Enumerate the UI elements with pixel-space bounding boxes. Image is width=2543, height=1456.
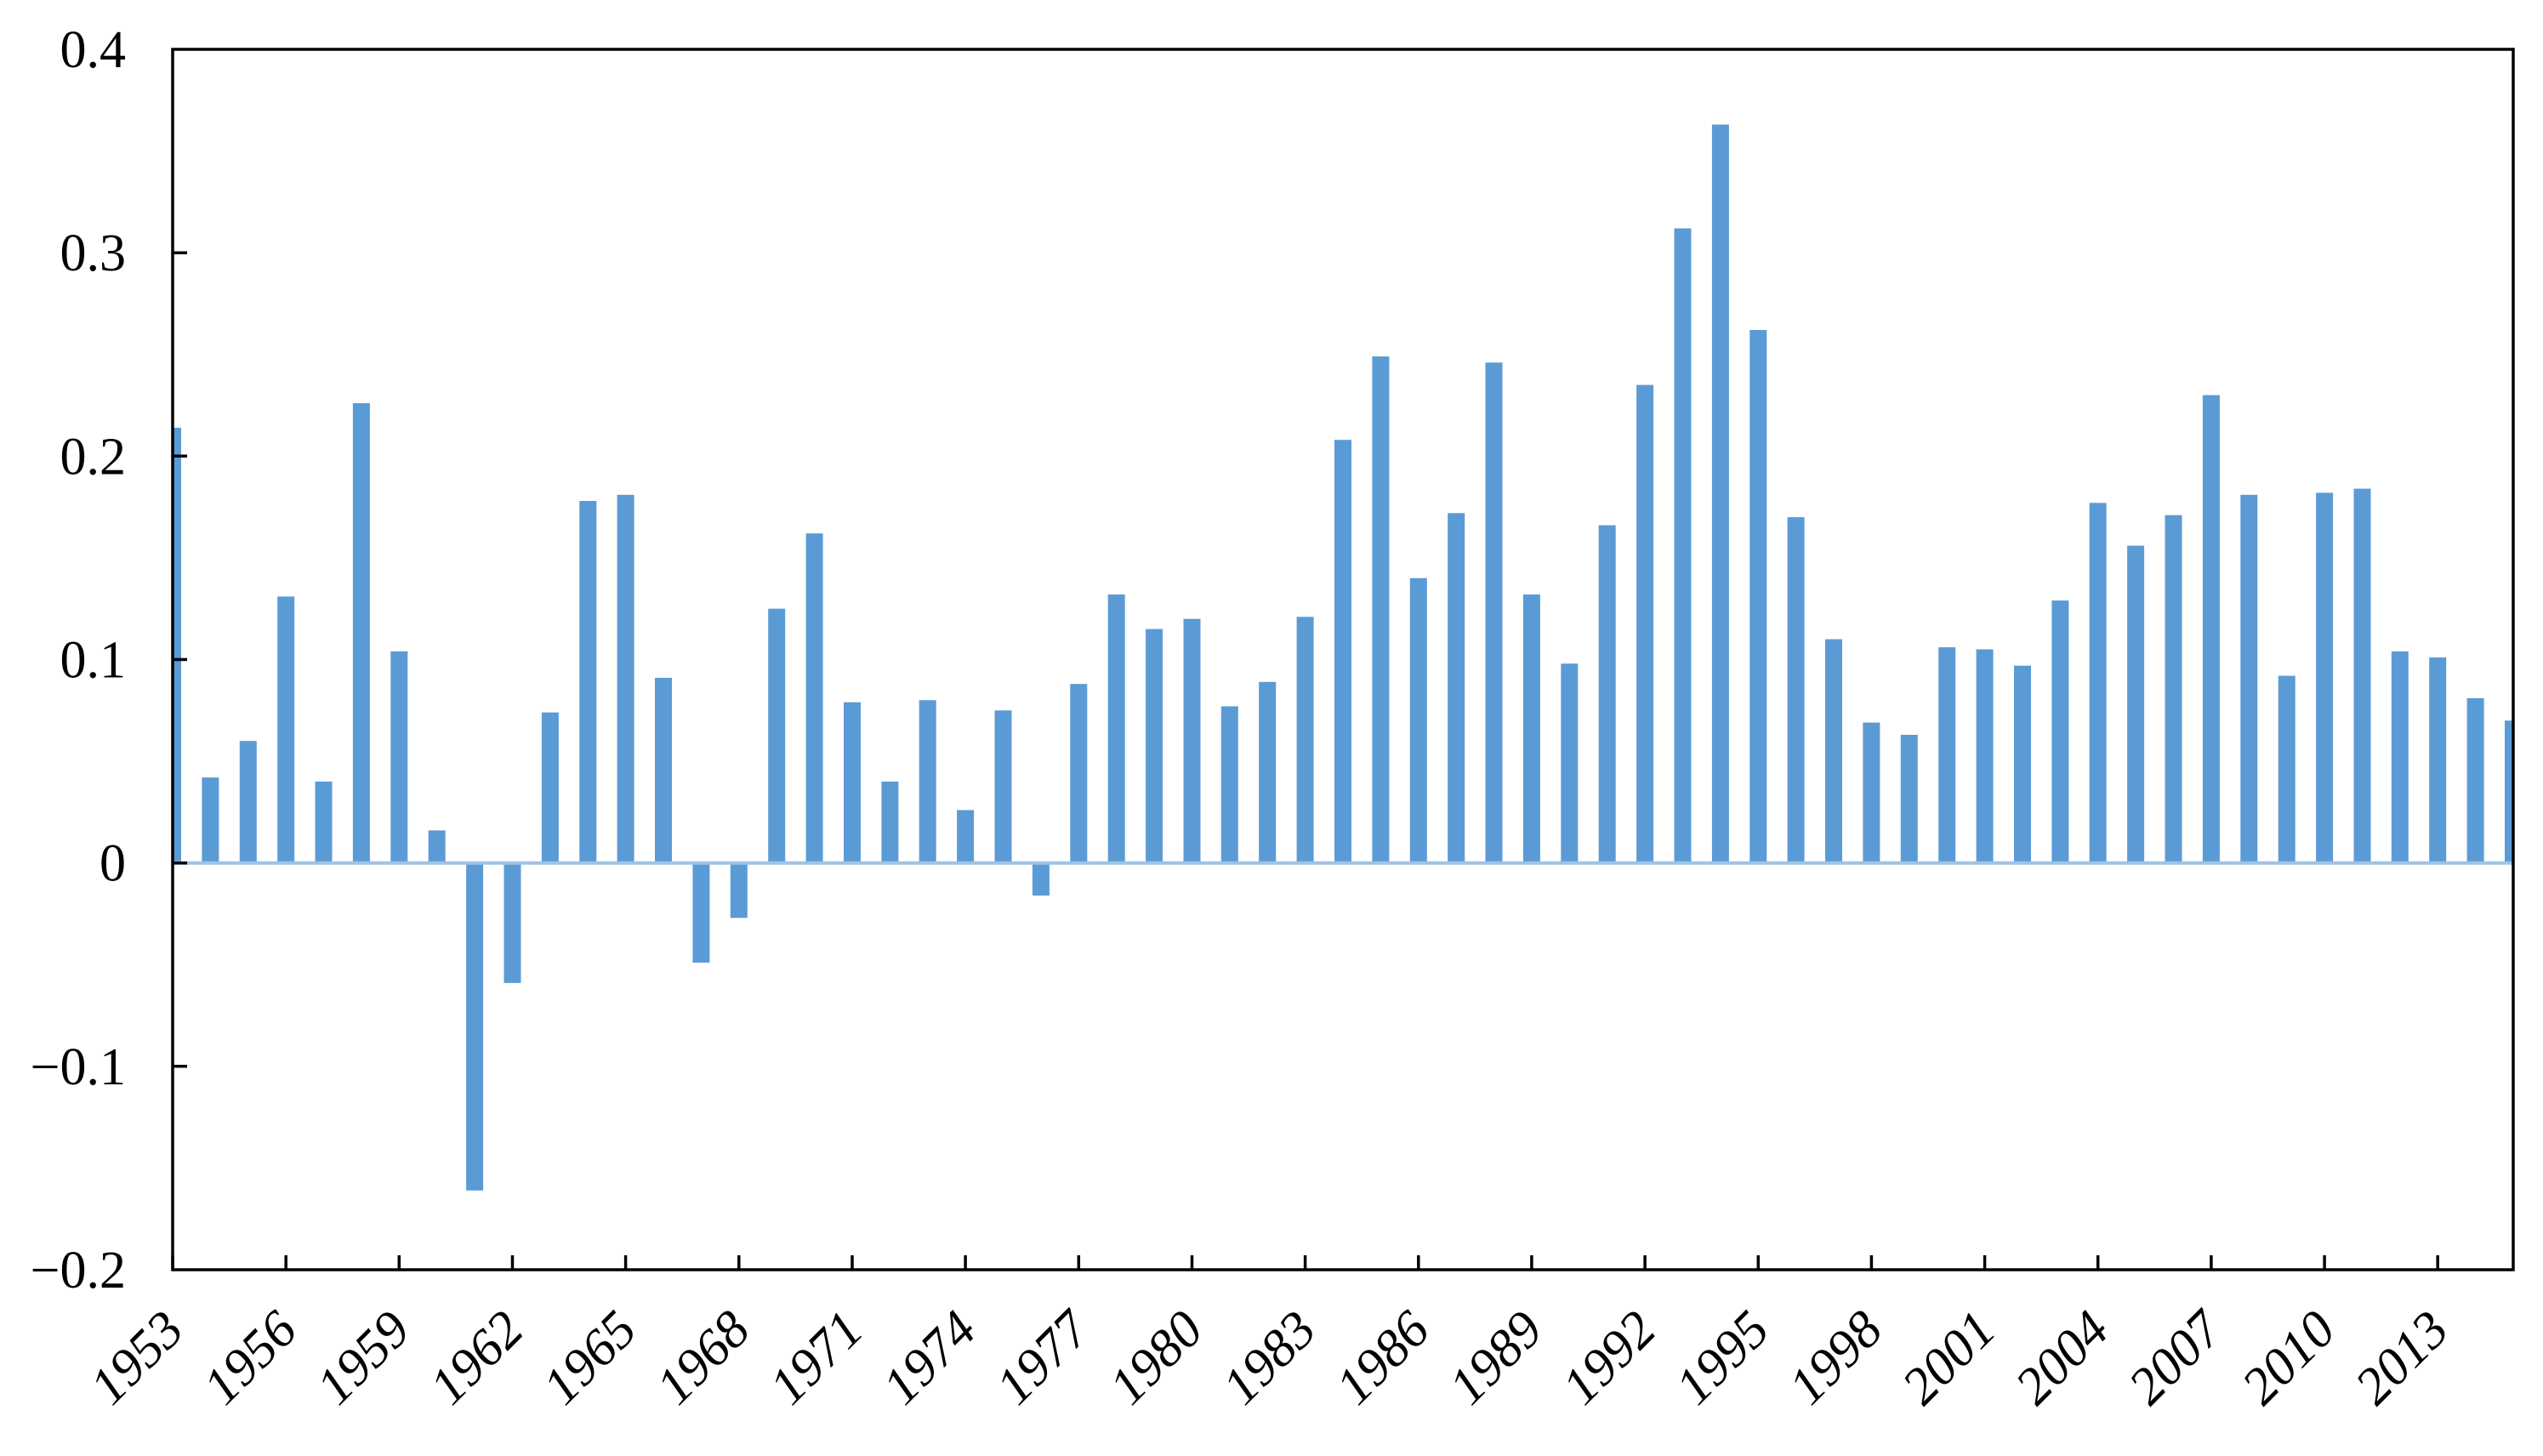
bar-1977 <box>1070 684 1088 863</box>
bar-1976 <box>1032 862 1050 896</box>
bar-1956 <box>277 596 295 863</box>
bars-group <box>173 124 2513 1191</box>
bar-1996 <box>1787 517 1805 863</box>
bar-1955 <box>239 741 257 863</box>
bar-1981 <box>1220 706 1238 863</box>
bar-2003 <box>2051 600 2069 863</box>
y-axis-tick-label-−0.2: −0.2 <box>31 1242 126 1300</box>
bar-1998 <box>1863 722 1880 863</box>
y-axis-tick-label-−0.1: −0.1 <box>31 1038 126 1096</box>
bar-1953 <box>173 427 181 863</box>
bar-2012 <box>2391 651 2409 863</box>
bar-1975 <box>994 710 1012 863</box>
bar-1988 <box>1485 362 1503 863</box>
bar-1982 <box>1259 681 1277 863</box>
y-axis-tick-label-0: 0 <box>100 835 126 893</box>
bar-1983 <box>1296 617 1314 863</box>
bar-1989 <box>1522 594 1540 863</box>
y-axis-tick-label-0.2: 0.2 <box>60 428 127 486</box>
bar-1986 <box>1409 577 1427 863</box>
bar-1993 <box>1674 228 1692 863</box>
bar-2004 <box>2089 503 2107 863</box>
bar-1971 <box>844 702 861 863</box>
bar-1972 <box>881 782 899 863</box>
bar-1985 <box>1372 356 1390 863</box>
bar-2007 <box>2202 395 2220 863</box>
bar-1970 <box>805 533 823 863</box>
bar-2015 <box>2505 720 2513 863</box>
bar-1990 <box>1561 663 1579 863</box>
bar-1962 <box>503 862 521 983</box>
bar-1964 <box>579 501 597 863</box>
bar-1961 <box>466 862 484 1191</box>
bar-1969 <box>768 608 786 863</box>
bar-1987 <box>1448 513 1465 863</box>
bar-1959 <box>390 651 408 863</box>
bar-2011 <box>2353 488 2371 863</box>
bar-2005 <box>2127 545 2145 863</box>
bar-1979 <box>1146 628 1163 863</box>
y-axis: 0.4 0.3 0.2 0.1 0 −0.1 −0.2 <box>31 21 187 1300</box>
bar-1992 <box>1636 384 1654 863</box>
bar-1957 <box>315 782 333 863</box>
bar-2002 <box>2014 665 2031 863</box>
bar-1960 <box>428 830 446 863</box>
bar-2009 <box>2278 675 2296 863</box>
bar-1994 <box>1711 124 1729 863</box>
bar-2010 <box>2316 492 2334 863</box>
bar-2014 <box>2466 697 2484 863</box>
bar-2000 <box>1938 647 1956 863</box>
bar-1965 <box>617 494 634 863</box>
bar-1984 <box>1334 440 1351 863</box>
y-axis-tick-label-0.3: 0.3 <box>60 225 127 282</box>
bar-2013 <box>2429 657 2447 863</box>
bar-1974 <box>957 810 975 863</box>
bar-1980 <box>1183 618 1201 863</box>
bar-1973 <box>919 700 936 863</box>
bar-1995 <box>1749 330 1767 863</box>
y-axis-tick-label-0.4: 0.4 <box>60 21 127 79</box>
bar-2006 <box>2165 515 2182 863</box>
bar-2001 <box>1976 649 1994 863</box>
bar-1991 <box>1598 525 1616 863</box>
bar-1978 <box>1107 594 1125 863</box>
bar-1966 <box>655 678 672 863</box>
bar-1958 <box>352 403 370 863</box>
bar-1967 <box>692 862 710 963</box>
bar-1954 <box>202 777 219 863</box>
bar-1963 <box>541 712 559 863</box>
bar-1999 <box>1900 735 1918 863</box>
bar-2008 <box>2240 494 2258 863</box>
bar-1997 <box>1825 639 1842 863</box>
bar-1968 <box>730 862 748 919</box>
y-axis-tick-label-0.1: 0.1 <box>60 632 127 690</box>
